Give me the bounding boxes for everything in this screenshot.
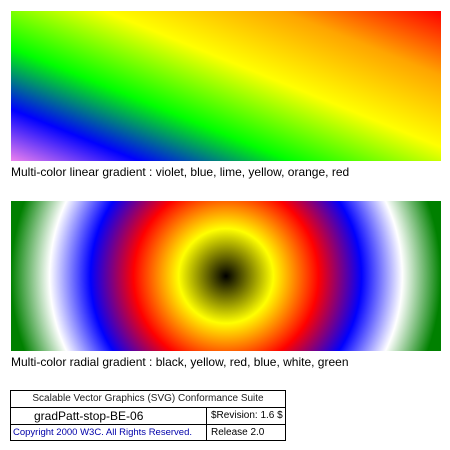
linear-gradient-rect — [11, 11, 441, 161]
test-info-box: Scalable Vector Graphics (SVG) Conforman… — [10, 390, 286, 441]
suite-title: Scalable Vector Graphics (SVG) Conforman… — [32, 393, 264, 404]
radial-gradient-rect — [11, 201, 441, 351]
linear-gradient-caption: Multi-color linear gradient : violet, bl… — [11, 165, 350, 179]
copyright-text: Copyright 2000 W3C. All Rights Reserved. — [11, 424, 207, 440]
release-label: Release 2.0 — [207, 424, 285, 440]
revision-label: $Revision: 1.6 $ — [207, 407, 285, 424]
test-name: gradPatt-stop-BE-06 — [11, 407, 207, 424]
radial-gradient-caption: Multi-color radial gradient : black, yel… — [11, 355, 349, 369]
